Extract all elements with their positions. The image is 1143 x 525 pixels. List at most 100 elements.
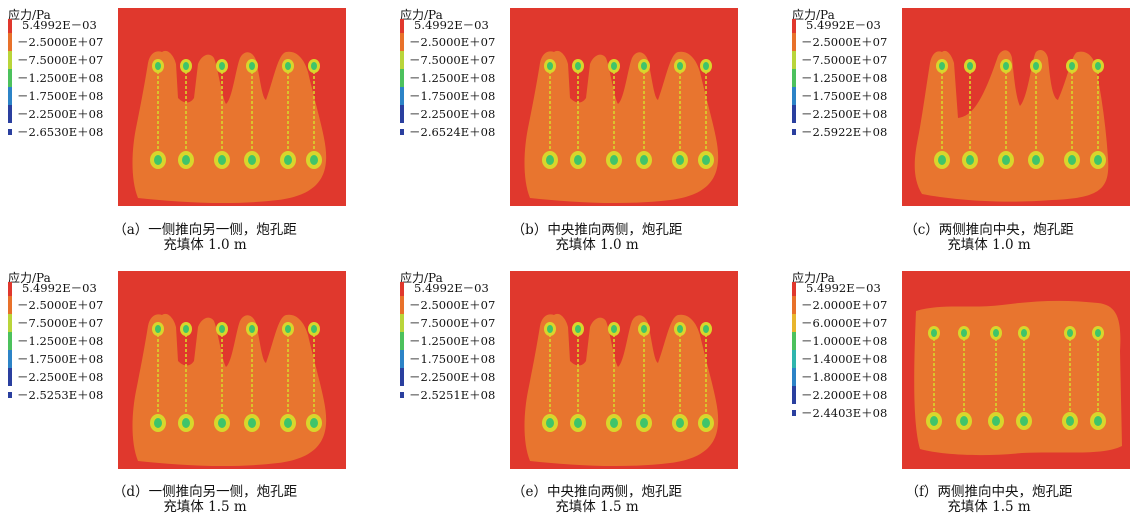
legend-entry: 5.4992E－03	[8, 18, 128, 37]
legend-swatch	[8, 282, 12, 300]
panel-e: 应力/Pa 5.4992E－03 －2.5000E＋07 －7.5000E＋07 －1…	[392, 263, 772, 525]
legend-swatch	[792, 87, 796, 105]
legend-entry: －2.4403E＋08	[792, 404, 912, 422]
legend-entry: －2.5000E＋07	[792, 33, 912, 51]
caption-line-2: 充填体 1.0 m	[555, 237, 639, 253]
legend-swatch	[792, 350, 796, 368]
legend-title: 应力/Pa	[8, 271, 51, 285]
blast-hole-bottom	[698, 151, 714, 169]
panel-d: 应力/Pa 5.4992E－03 －2.5000E＋07 －7.5000E＋07 －1…	[0, 263, 380, 525]
legend-value: －2.5251E＋08	[409, 388, 496, 402]
legend-swatch	[400, 314, 404, 332]
blast-hole-bottom	[672, 151, 688, 169]
blast-hole-top	[152, 322, 164, 336]
legend-entry: 5.4992E－03	[792, 281, 912, 300]
legend-value: －7.5000E＋07	[409, 53, 496, 67]
caption-line-2: 充填体 1.5 m	[163, 499, 247, 515]
legend-swatch	[8, 69, 12, 87]
legend-entry: －1.7500E＋08	[8, 350, 128, 368]
caption-line-1: （f）两侧推向中央，炮孔距	[905, 484, 1073, 500]
blast-hole-bottom	[926, 412, 942, 430]
legend-swatch	[792, 332, 796, 350]
panel-f: 应力/Pa 5.4992E－03 －2.0000E＋07 －6.0000E＋07 －1…	[784, 263, 1143, 525]
legend-scale: 5.4992E－03 －2.5000E＋07 －7.5000E＋07 －1.2500E…	[400, 281, 520, 404]
blast-hole-top	[544, 322, 556, 336]
compressed-zone	[914, 50, 1109, 202]
legend-entry: －2.6530E＋08	[8, 123, 128, 141]
blast-hole-bottom	[672, 414, 688, 432]
legend-entry: －7.5000E＋07	[8, 314, 128, 332]
legend-value: －2.2500E＋08	[801, 107, 888, 121]
blast-hole-top	[1064, 326, 1076, 340]
blast-hole-top	[308, 322, 320, 336]
legend-swatch	[8, 350, 12, 368]
blast-hole-top	[1092, 59, 1104, 73]
panel-caption: （b）中央推向两侧，炮孔距 充填体 1.0 m	[422, 223, 772, 253]
caption-line-1: （c）两侧推向中央，炮孔距	[904, 222, 1074, 238]
blast-hole-top	[216, 322, 228, 336]
blast-hole-top	[638, 322, 650, 336]
legend-title: 应力/Pa	[400, 271, 443, 285]
blast-hole-bottom	[1028, 151, 1044, 169]
legend-value: －2.5000E＋07	[409, 35, 496, 49]
legend-swatch	[792, 282, 796, 300]
legend-value: －2.0000E＋07	[801, 298, 888, 312]
blast-hole-top	[1066, 59, 1078, 73]
legend-entry: －7.5000E＋07	[400, 51, 520, 69]
legend-value: －2.2000E＋08	[801, 388, 888, 402]
blast-hole-bottom	[306, 414, 322, 432]
stress-contour-plot	[118, 8, 346, 206]
blast-hole-bottom	[962, 151, 978, 169]
legend-entry: －1.2500E＋08	[8, 69, 128, 87]
blast-hole-bottom	[988, 412, 1004, 430]
legend-value: －7.5000E＋07	[801, 53, 888, 67]
legend-value: －1.0000E＋08	[801, 334, 888, 348]
legend-value: 5.4992E－03	[22, 18, 97, 32]
legend-entry: －7.5000E＋07	[792, 51, 912, 69]
legend-entry: －2.5253E＋08	[8, 386, 128, 404]
blast-hole-bottom	[606, 151, 622, 169]
legend-swatch	[792, 51, 796, 69]
legend-scale: 5.4992E－03 －2.5000E＋07 －7.5000E＋07 －1.2500E…	[792, 18, 912, 141]
blast-hole-bottom	[150, 414, 166, 432]
blast-hole-top	[1000, 59, 1012, 73]
legend-value: 5.4992E－03	[414, 281, 489, 295]
blast-hole-bottom	[306, 151, 322, 169]
legend-entry: －1.8000E＋08	[792, 368, 912, 386]
blast-hole-bottom	[542, 151, 558, 169]
blast-hole-bottom	[178, 151, 194, 169]
legend-swatch	[792, 410, 796, 416]
legend-swatch	[8, 392, 12, 398]
legend-value: －2.5922E＋08	[801, 125, 888, 139]
blast-hole-top	[572, 59, 584, 73]
legend-value: －1.4000E＋08	[801, 352, 888, 366]
legend-swatch	[8, 33, 12, 51]
blast-hole-top	[700, 322, 712, 336]
blast-hole-bottom	[636, 414, 652, 432]
legend-value: －2.5253E＋08	[17, 388, 104, 402]
legend-entry: －2.2500E＋08	[400, 105, 520, 123]
blast-hole-top	[544, 59, 556, 73]
legend-swatch	[792, 19, 796, 37]
legend-entry: －1.4000E＋08	[792, 350, 912, 368]
legend-value: －2.2500E＋08	[17, 370, 104, 384]
legend-swatch	[8, 332, 12, 350]
blast-hole-top	[282, 59, 294, 73]
stress-contour-plot	[510, 271, 738, 469]
stress-legend: 应力/Pa 5.4992E－03 －2.5000E＋07 －7.5000E＋07 －1…	[400, 8, 520, 141]
stress-contour-plot	[118, 271, 346, 469]
stress-contour-plot	[902, 8, 1130, 206]
caption-line-2: 充填体 1.5 m	[555, 499, 639, 515]
blast-hole-top	[608, 59, 620, 73]
legend-entry: －2.2500E＋08	[8, 105, 128, 123]
blast-hole-top	[1018, 326, 1030, 340]
legend-scale: 5.4992E－03 －2.0000E＋07 －6.0000E＋07 －1.0000E…	[792, 281, 912, 422]
legend-swatch	[400, 33, 404, 51]
blast-hole-bottom	[1064, 151, 1080, 169]
legend-value: －2.4403E＋08	[801, 406, 888, 420]
legend-value: 5.4992E－03	[414, 18, 489, 32]
legend-value: －2.6530E＋08	[17, 125, 104, 139]
legend-entry: 5.4992E－03	[792, 18, 912, 37]
legend-value: －2.2500E＋08	[409, 107, 496, 121]
legend-scale: 5.4992E－03 －2.5000E＋07 －7.5000E＋07 －1.2500E…	[400, 18, 520, 141]
